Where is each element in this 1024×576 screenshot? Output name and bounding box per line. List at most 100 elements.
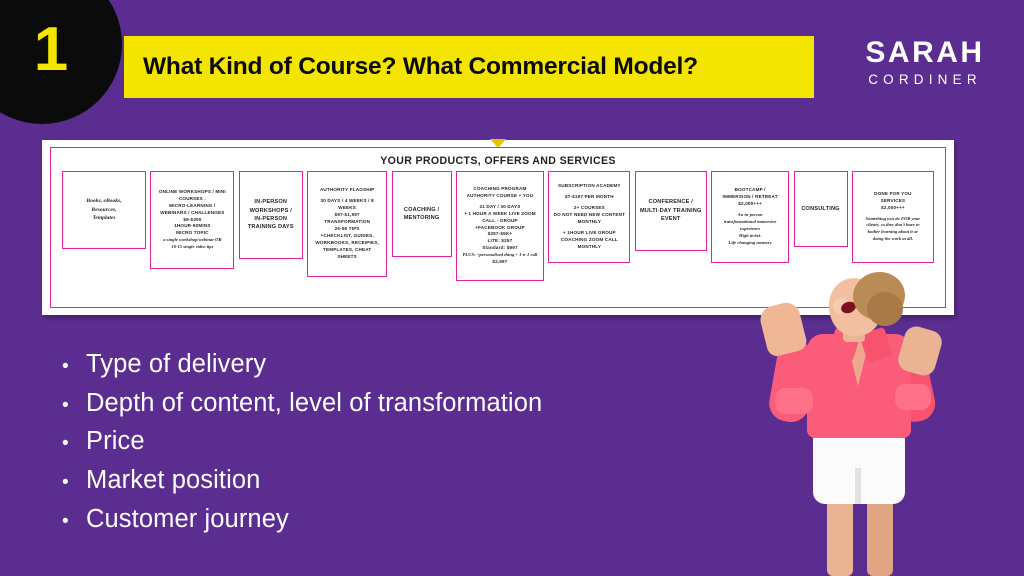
offer-box-line: MULTI-DAY TRAINING: [639, 207, 702, 214]
offer-box-line: AUTHORITY FLAGSHIP: [319, 187, 375, 193]
offer-box-line: MONTHLY: [577, 219, 602, 224]
bullet-dot-icon: •: [62, 471, 69, 493]
offer-box-line: IN-PERSON: [254, 216, 288, 222]
offer-box-line: Standard: $997: [482, 245, 518, 251]
offer-box-line: $297-$5K+: [487, 231, 513, 237]
offer-box-coaching-program[interactable]: COACHING PROGRAM AUTHORITY COURSE + YOU 21…: [455, 171, 544, 281]
offer-box-line: WORKBOOKS, RECEIPIES,: [315, 239, 379, 245]
offer-box-line: transformational immersive: [723, 219, 777, 224]
offer-box-line: CONFERENCE /: [648, 199, 693, 206]
offer-box-line: +FACEBOOK GROUP: [475, 224, 525, 230]
offer-box-line: 10-15 single video tips: [171, 244, 214, 250]
presenter-hand-left: [757, 299, 809, 359]
offer-box-line: clients, so they don't have to: [866, 222, 920, 228]
offer-box-line: $2,997: [492, 259, 508, 265]
offer-box-consulting[interactable]: CONSULTING: [793, 171, 848, 247]
offer-box-line: 25-55 TIPS: [334, 226, 360, 231]
list-item: • Customer journey: [62, 503, 702, 536]
offer-box-line: EVENT: [660, 216, 681, 223]
slide-number: 1: [33, 14, 69, 84]
offer-box-line: MENTORING: [403, 215, 440, 221]
offer-box-line: High ticket.: [739, 232, 762, 238]
offer-box-line: MICRO-LEARNING /: [169, 202, 216, 208]
list-item-label: Market position: [86, 465, 261, 494]
offer-box-line: COACHING ZOOM CALL: [560, 236, 618, 242]
offer-box-coaching-mentoring[interactable]: COACHING / MENTORING: [391, 171, 452, 257]
offer-box-line: Resources,: [91, 206, 117, 213]
brand-logo: SARAH CORDINER: [850, 36, 1000, 87]
offer-box-line: Templates: [92, 215, 116, 222]
down-triangle-marker-icon: [490, 139, 506, 148]
offer-box-line: $7-$197 PER MONTH: [564, 194, 614, 200]
offer-box-line: SUBSCRIPTION ACADEMY: [558, 183, 621, 189]
offer-box-line: bother learning about it or: [867, 229, 919, 235]
list-item: • Market position: [62, 464, 702, 497]
offer-box-line: PLUS: +personalised thing + 1-n-1 call: [462, 252, 538, 258]
presenter-cuff-left: [775, 388, 813, 414]
offer-box-line: WORKSHOPS /: [249, 207, 292, 214]
list-item-label: Customer journey: [86, 504, 289, 533]
offer-box-online-workshops[interactable]: ONLINE WORKSHOPS / MINI COURSES . MICRO-LE…: [150, 171, 235, 269]
offer-box-line: MONTHLY: [577, 243, 602, 249]
offer-box-line: $97-$1,997: [334, 212, 360, 218]
offer-box-line: CONSULTING: [801, 205, 840, 212]
page-title: What Kind of Course? What Commercial Mod…: [143, 53, 698, 80]
offer-box-line: Life changing memory: [728, 239, 772, 245]
offer-box-line: WEEKS: [338, 205, 357, 211]
key-considerations-list: • Type of delivery • Depth of content, leve…: [62, 348, 702, 541]
offer-box-line: 30 DAYS / 4 WEEKS / 8: [320, 198, 374, 204]
offer-box-line: 21 DAY / 30 DAYS: [479, 203, 521, 209]
offer-box-line: $2,000+++: [881, 204, 905, 210]
offer-box-line: MICRO TOPIC: [176, 230, 209, 236]
offer-box-line: COACHING /: [403, 206, 440, 213]
presenter-cuff-right: [895, 384, 931, 410]
offer-box-line: AUTHORITY COURSE + YOU: [466, 192, 534, 198]
bullet-dot-icon: •: [62, 356, 69, 377]
offer-box-line: Something you do FOR your: [865, 215, 921, 221]
list-item-label: Depth of content, level of transformatio…: [86, 388, 543, 417]
offer-box-line: DO NOT NEED NEW CONTENT: [553, 212, 626, 218]
offer-box-done-for-you[interactable]: DONE FOR YOU SERVICES $2,000+++ Something y…: [851, 171, 934, 263]
list-item-label: Type of delivery: [86, 350, 267, 378]
brand-surname: CORDINER: [868, 71, 982, 87]
offer-box-line: SERVICES: [880, 197, 906, 203]
presenter-hair-bun: [867, 292, 903, 326]
offer-box-line: doing the work at all.: [872, 236, 913, 242]
offer-box-line: $2,000+++: [738, 201, 762, 207]
offer-box-bootcamp-retreat[interactable]: BOOTCAMP / IMMERSION / RETREAT $2,000+++ An…: [711, 171, 790, 263]
offer-box-line: LITE: $297: [487, 238, 513, 244]
offer-box-line: TEMPLATES, CHEAT: [322, 246, 372, 252]
offer-box-line: + 1HOUR LIVE GROUP: [562, 229, 616, 235]
list-item-label: Price: [86, 427, 145, 456]
offer-box-line: TRAINING DAYS: [247, 224, 294, 231]
offer-box-line: IN-PERSON: [254, 199, 288, 206]
bullet-dot-icon: •: [62, 433, 69, 455]
offer-box-line: An in-person: [737, 212, 763, 218]
offer-box-line: BOOTCAMP /: [734, 187, 766, 193]
offer-box-line: WEBINARS / CHALLENGES: [160, 209, 225, 215]
offer-box-line: CALL - GROUP: [482, 217, 518, 223]
list-item: • Price: [62, 425, 702, 458]
products-offers-diagram-panel: YOUR PRODUCTS, OFFERS AND SERVICES Books…: [42, 139, 954, 315]
offer-box-line: IMMERSION / RETREAT: [722, 194, 778, 200]
offer-box-line: a single workshop/webinar OR: [163, 237, 222, 243]
presenter-photo: [735, 268, 985, 576]
slide-number-badge: 1: [0, 0, 122, 124]
offer-box-line: DONE FOR YOU: [874, 190, 912, 196]
offer-box-subscription-academy[interactable]: SUBSCRIPTION ACADEMY $7-$197 PER MONTH 2+ …: [548, 171, 631, 263]
offer-box-line: TRANSFORMATION: [324, 219, 371, 225]
offer-box-line: SHEETS: [337, 253, 357, 259]
offer-boxes-row: Books, eBooks, Resources, Templates ONLINE …: [59, 171, 937, 281]
offer-box-line: Books, eBooks,: [86, 198, 122, 205]
offer-box-in-person-workshops[interactable]: IN-PERSON WORKSHOPS / IN-PERSON TRAINING DA…: [238, 171, 303, 259]
offer-box-conference-event[interactable]: CONFERENCE / MULTI-DAY TRAINING EVENT: [634, 171, 707, 251]
offer-box-line: experience: [739, 225, 761, 231]
slide-title-bar: What Kind of Course? What Commercial Mod…: [124, 36, 814, 98]
offer-box-line: $9-$300: [183, 216, 202, 222]
brand-name: SARAH: [865, 36, 985, 69]
diagram-title: YOUR PRODUCTS, OFFERS AND SERVICES: [380, 155, 616, 167]
offer-box-books-ebooks[interactable]: Books, eBooks, Resources, Templates: [62, 171, 146, 249]
offer-box-line: 1HOUR-90MINS: [174, 223, 211, 229]
bullet-dot-icon: •: [62, 394, 69, 416]
